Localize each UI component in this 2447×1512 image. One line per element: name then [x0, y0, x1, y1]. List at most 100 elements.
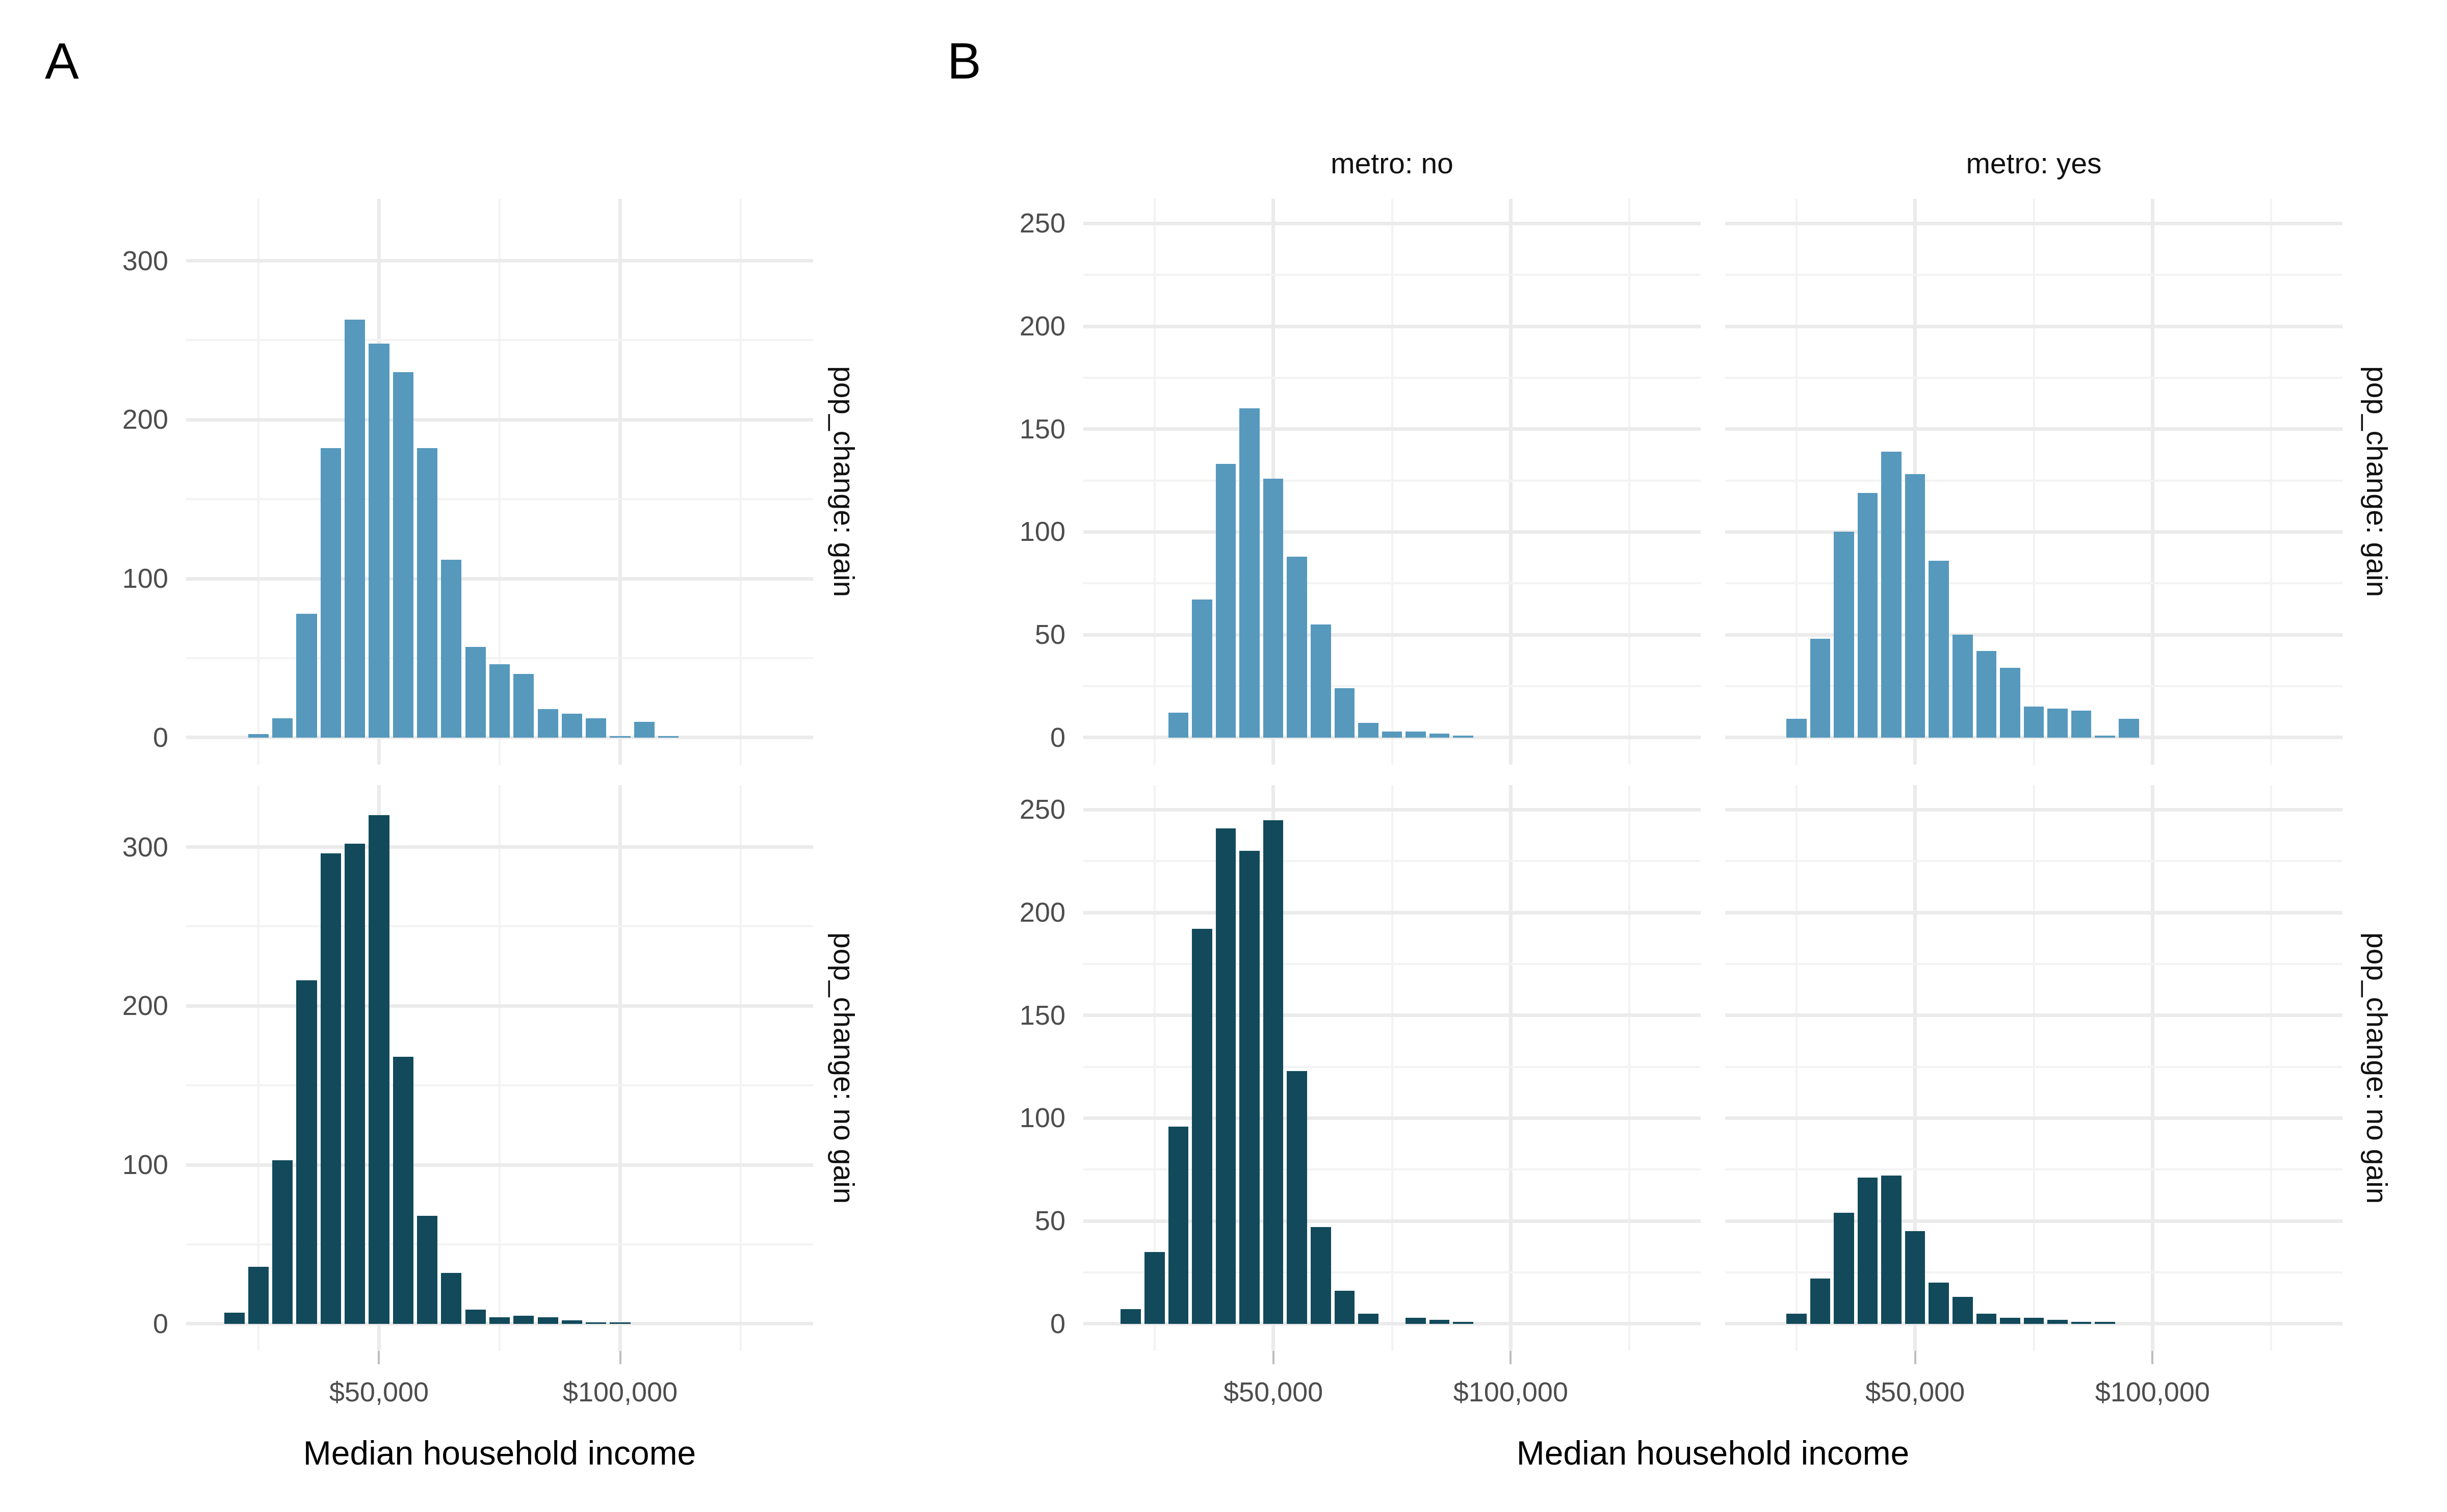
gridline-horizontal-minor: [186, 1084, 813, 1087]
histogram-bar: [1881, 1176, 1902, 1324]
histogram-bar: [1287, 1071, 1307, 1324]
histogram-bar: [2047, 1319, 2068, 1324]
facet-a-gain: [186, 199, 813, 765]
gridline-vertical-minor: [1153, 199, 1156, 765]
histogram-bar: [1121, 1309, 1141, 1324]
histogram-bar: [441, 1272, 462, 1324]
histogram-bar: [465, 647, 486, 738]
gridline-vertical-minor: [1391, 199, 1393, 765]
histogram-bar: [1405, 731, 1426, 738]
gridline-horizontal-major: [1083, 1322, 1701, 1326]
histogram-bar: [1215, 464, 1236, 738]
gridline-horizontal-minor: [1083, 860, 1701, 863]
gridline-horizontal-major: [1083, 633, 1701, 637]
gridline-horizontal-major: [1083, 427, 1701, 431]
histogram-bar: [2095, 1321, 2115, 1324]
histogram-bar: [537, 1317, 558, 1324]
y-axis-tick-label: 0: [1050, 722, 1065, 753]
histogram-bar: [1810, 1278, 1831, 1324]
gridline-horizontal-major: [1083, 221, 1701, 225]
gridline-horizontal-major: [1083, 807, 1701, 812]
gridline-horizontal-major: [1083, 530, 1701, 534]
histogram-bar: [658, 736, 679, 738]
gridline-vertical-minor: [1628, 785, 1631, 1351]
gridline-horizontal-minor: [1083, 1065, 1701, 1068]
histogram-bar: [1453, 735, 1473, 738]
gridline-horizontal-minor: [1083, 962, 1701, 965]
gridline-horizontal-minor: [1083, 685, 1701, 687]
histogram-bar: [296, 980, 317, 1324]
gridline-vertical-major: [1913, 785, 1917, 1351]
gridline-vertical-major: [2150, 785, 2154, 1351]
histogram-bar: [1429, 733, 1450, 738]
histogram-bar: [634, 721, 655, 738]
column-strip-label: metro: yes: [1966, 147, 2102, 180]
histogram-bar: [1929, 1283, 1949, 1324]
x-axis-tick: [1272, 1351, 1274, 1364]
histogram-bar: [1810, 639, 1831, 738]
x-axis-tick-label: $50,000: [1224, 1377, 1323, 1407]
facet-strip-label: pop_change: no gain: [827, 932, 860, 1204]
gridline-vertical-major: [618, 199, 622, 765]
gridline-horizontal-minor: [1083, 274, 1701, 276]
gridline-horizontal-major: [1083, 1013, 1701, 1018]
gridline-horizontal-major: [186, 259, 813, 263]
y-axis-tick-label: 50: [1034, 1206, 1065, 1237]
histogram-bar: [1952, 1297, 1973, 1324]
histogram-bar: [1144, 1252, 1165, 1324]
histogram-bar: [393, 372, 413, 738]
gridline-vertical-minor: [1795, 785, 1798, 1351]
histogram-bar: [441, 559, 462, 738]
x-axis-tick-label: $100,000: [562, 1377, 678, 1407]
gridline-horizontal-major: [1725, 1116, 2342, 1120]
histogram-bar: [561, 1320, 583, 1324]
gridline-horizontal-major: [186, 736, 813, 740]
gridline-horizontal-minor: [1083, 376, 1701, 379]
gridline-vertical-minor: [2033, 199, 2035, 765]
facet-b-metro--yes-gain: [1725, 199, 2342, 765]
x-axis-tick-label: $50,000: [1865, 1377, 1965, 1407]
panel-tag-b: B: [947, 33, 981, 90]
histogram-bar: [1976, 1313, 1997, 1324]
gridline-horizontal-major: [186, 845, 813, 849]
histogram-bar: [2071, 711, 2092, 738]
gridline-horizontal-major: [186, 1322, 813, 1326]
histogram-bar: [248, 734, 269, 738]
histogram-bar: [513, 674, 534, 738]
histogram-bar: [1453, 1321, 1473, 1324]
y-axis-tick-label: 300: [122, 831, 168, 863]
histogram-bar: [272, 1160, 293, 1324]
histogram-bar: [2023, 1317, 2044, 1324]
y-axis-tick-label: 50: [1034, 619, 1065, 650]
gridline-horizontal-major: [1725, 1013, 2342, 1018]
facet-strip-label: pop_change: no gain: [2360, 932, 2393, 1204]
histogram-bar: [513, 1316, 534, 1324]
histogram-bar: [465, 1309, 486, 1324]
histogram-bar: [2000, 1317, 2020, 1324]
histogram-bar: [416, 1215, 438, 1324]
y-axis-tick-label: 250: [1019, 794, 1065, 825]
gridline-vertical-minor: [2270, 785, 2273, 1351]
histogram-bar: [1905, 474, 1925, 738]
y-axis-tick-label: 300: [122, 245, 168, 276]
histogram-bar: [1834, 1212, 1854, 1324]
histogram-bar: [1358, 1313, 1378, 1324]
gridline-horizontal-minor: [186, 657, 813, 659]
gridline-horizontal-minor: [1725, 860, 2342, 863]
gridline-horizontal-minor: [186, 498, 813, 501]
x-axis-tick: [619, 1351, 621, 1364]
histogram-bar: [1857, 1178, 1878, 1324]
histogram-bar: [320, 448, 341, 738]
gridline-horizontal-major: [1083, 736, 1701, 740]
gridline-horizontal-minor: [186, 925, 813, 928]
histogram-bar: [610, 1322, 631, 1324]
gridline-vertical-minor: [740, 199, 742, 765]
histogram-bar: [1239, 851, 1260, 1324]
gridline-horizontal-major: [1083, 1116, 1701, 1120]
gridline-horizontal-major: [186, 418, 813, 422]
gridline-horizontal-minor: [1725, 962, 2342, 965]
gridline-horizontal-major: [1725, 910, 2342, 915]
x-axis-title-panel-a: Median household income: [303, 1434, 696, 1472]
histogram-bar: [2095, 735, 2115, 738]
histogram-bar: [561, 713, 583, 738]
